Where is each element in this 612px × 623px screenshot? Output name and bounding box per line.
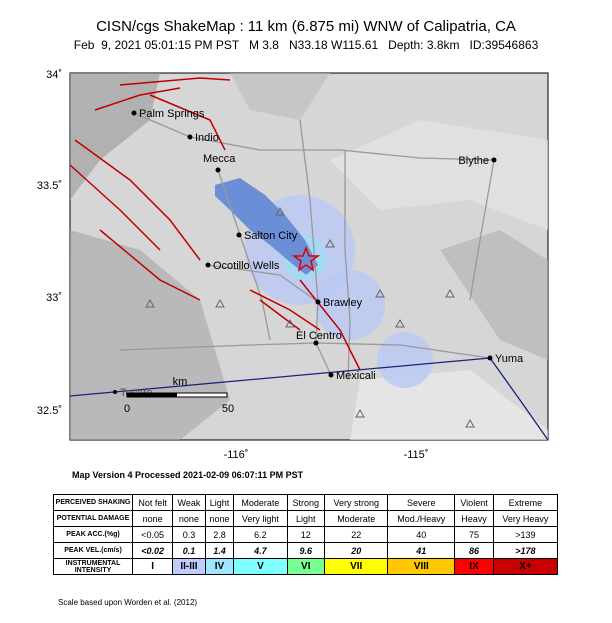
legend-cell: 9.6 [286,542,326,559]
place-label: Mecca [203,153,236,165]
place-label: Yuma [495,353,524,365]
legend-cell: V [233,558,288,575]
legend-cell: Moderate [324,510,389,527]
legend-cell: 75 [454,526,494,543]
lat-label: 32.5˚ [37,405,62,417]
legend-cell: 86 [454,542,494,559]
legend-cell: none [172,510,206,527]
legend-cell: <0.02 [131,542,174,559]
legend-cell: I [131,558,174,575]
subtitle: Feb 9, 2021 05:01:15 PM PST M 3.8 N33.18… [73,38,539,52]
legend-cell: Weak [172,494,206,511]
place-label: Mexicali [336,370,376,382]
lon-label: -115˚ [404,449,429,461]
row-header: PEAK ACC.(%g) [53,526,133,543]
borders [69,357,549,441]
row-header: INSTRUMENTAL INTENSITY [53,558,133,575]
scale-label: 0 [124,403,130,415]
legend-cell: Very Heavy [492,510,559,527]
legend-cell: 0.3 [172,526,206,543]
lat-label: 33.5˚ [37,180,62,192]
legend-cell: none [131,510,174,527]
scale-unit: km [173,376,188,388]
place-dots [113,110,497,394]
legend-cell: Heavy [454,510,494,527]
legend-cell: 0.1 [172,542,206,559]
legend-cell: IV [204,558,235,575]
intensity-legend: PERCEIVED SHAKING Not felt Weak Light Modera… [53,494,559,575]
legend-cell: 12 [286,526,326,543]
legend-cell: >139 [492,526,559,543]
map-version: Map Version 4 Processed 2021-02-09 06:07… [72,470,304,480]
legend-cell: Light [286,510,326,527]
legend-cell: Light [204,494,235,511]
legend-cell: Very light [233,510,288,527]
place-label: El Centro [296,330,342,342]
title: CISN/cgs ShakeMap : 11 km (6.875 mi) WNW… [96,18,516,35]
lon-label: -116˚ [224,449,249,461]
legend-row: PEAK ACC.(%g) <0.05 0.3 2.8 6.2 12 22 40 75 >139 [53,526,559,543]
epicenter [291,245,321,272]
place-label: Brawley [323,297,363,309]
salton-sea [215,178,318,275]
legend-cell: Violent [454,494,494,511]
legend-cell: II-III [172,558,206,575]
legend-cell: VIII [387,558,456,575]
place-label: Ocotillo Wells [213,260,280,272]
legend-cell: <0.05 [131,526,174,543]
place-label: Palm Springs [139,108,205,120]
place-label: Indio [195,132,219,144]
legend-cell: Strong [286,494,326,511]
row-header: PERCEIVED SHAKING [53,494,133,511]
legend-cell: 6.2 [233,526,288,543]
map: Palm Springs Indio Mecca Blythe Salton C… [37,69,549,461]
legend-cell: 4.7 [233,542,288,559]
lat-label: 33˚ [46,292,62,304]
legend-cell: VI [286,558,326,575]
terrain [70,73,548,440]
legend-cell: 22 [324,526,389,543]
stations [145,206,475,428]
scale-bar [126,392,228,398]
lat-label: 34˚ [46,69,62,81]
row-header: POTENTIAL DAMAGE [53,510,133,527]
legend-row: POTENTIAL DAMAGE none none none Very light Li… [53,510,559,527]
legend-cell: Moderate [233,494,288,511]
row-header: PEAK VEL.(cm/s) [53,542,133,559]
legend-cell: Severe [387,494,456,511]
legend-cell: Very strong [324,494,389,511]
legend-cell: VII [324,558,389,575]
legend-cell: 41 [387,542,456,559]
legend-cell: Mod./Heavy [387,510,456,527]
legend-cell: IX [454,558,494,575]
legend-cell: 40 [387,526,456,543]
legend-cell: X+ [492,558,559,575]
footnote: Scale based upon Worden et al. (2012) [58,598,198,607]
legend-cell: >178 [492,542,559,559]
legend-cell: 20 [324,542,389,559]
legend-cell: Extreme [492,494,559,511]
legend-cell: 2.8 [204,526,235,543]
legend-row: PEAK VEL.(cm/s) <0.02 0.1 1.4 4.7 9.6 20 41 86 >1… [53,542,559,559]
legend-cell: none [204,510,235,527]
legend-cell: 1.4 [204,542,235,559]
legend-row: PERCEIVED SHAKING Not felt Weak Light Modera… [53,494,559,511]
place-label: Blythe [458,155,489,167]
legend-cell: Not felt [131,494,174,511]
legend-row: INSTRUMENTAL INTENSITY I II-III IV V VI VII VII… [53,558,559,575]
scale-label: 50 [222,403,234,415]
place-label: Salton City [244,230,298,242]
